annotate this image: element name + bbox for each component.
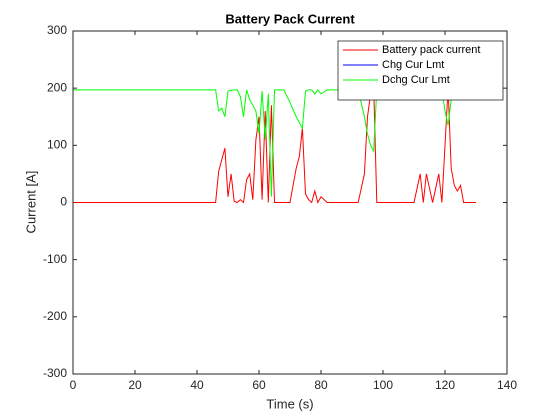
y-tick-label: 100 — [47, 138, 67, 152]
x-tick-label: 60 — [252, 378, 266, 392]
y-tick-label: -300 — [43, 366, 67, 380]
y-tick-label: 200 — [47, 80, 67, 94]
axes-box — [72, 30, 508, 375]
y-tick-label: 300 — [47, 23, 67, 37]
y-axis-label: Current [A] — [23, 171, 38, 234]
x-tick-label: 100 — [373, 378, 393, 392]
x-tick-label: 120 — [435, 378, 455, 392]
legend-label: Battery pack current — [382, 44, 480, 56]
chart-title: Battery Pack Current — [225, 11, 355, 26]
y-tick-label: -100 — [43, 252, 67, 266]
x-tick-label: 0 — [70, 378, 77, 392]
series-line — [73, 86, 476, 204]
legend-label: Chg Cur Lmt — [382, 59, 444, 71]
x-axis-label: Time (s) — [266, 396, 313, 411]
y-tick-label: -200 — [43, 309, 67, 323]
x-tick-label: 140 — [497, 378, 517, 392]
legend-box — [337, 40, 504, 101]
legend-label: Dchg Cur Lmt — [382, 74, 450, 86]
y-tick-label: 0 — [60, 195, 67, 209]
x-tick-label: 20 — [128, 378, 142, 392]
x-tick-label: 80 — [314, 378, 328, 392]
x-tick-label: 40 — [190, 378, 204, 392]
